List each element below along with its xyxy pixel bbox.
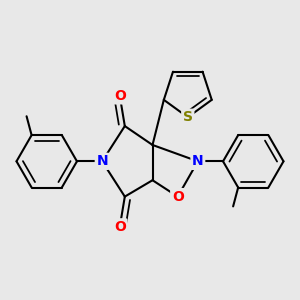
Text: O: O bbox=[172, 190, 184, 204]
Text: O: O bbox=[114, 220, 126, 234]
Text: S: S bbox=[183, 110, 193, 124]
Text: N: N bbox=[192, 154, 204, 168]
Text: O: O bbox=[114, 89, 126, 103]
Text: N: N bbox=[96, 154, 108, 168]
